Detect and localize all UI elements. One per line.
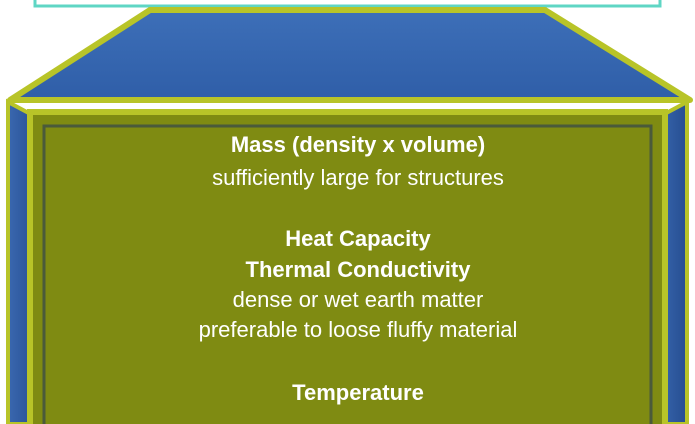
heading-line: Temperature <box>292 380 424 405</box>
text-line: dense or wet earth matter <box>233 287 484 312</box>
heading-line: Thermal Conductivity <box>246 257 472 282</box>
heading-line: Heat Capacity <box>285 226 431 251</box>
top-face <box>7 7 693 103</box>
text-line: preferable to loose fluffy material <box>199 317 518 342</box>
upper-box <box>33 0 662 8</box>
front-face <box>27 109 668 424</box>
text-line: sufficiently large for structures <box>212 165 504 190</box>
text-group: Mass (density x volume) sufficiently larg… <box>199 132 518 405</box>
heading-line: Mass (density x volume) <box>231 132 485 157</box>
front-inner-border <box>42 124 653 424</box>
